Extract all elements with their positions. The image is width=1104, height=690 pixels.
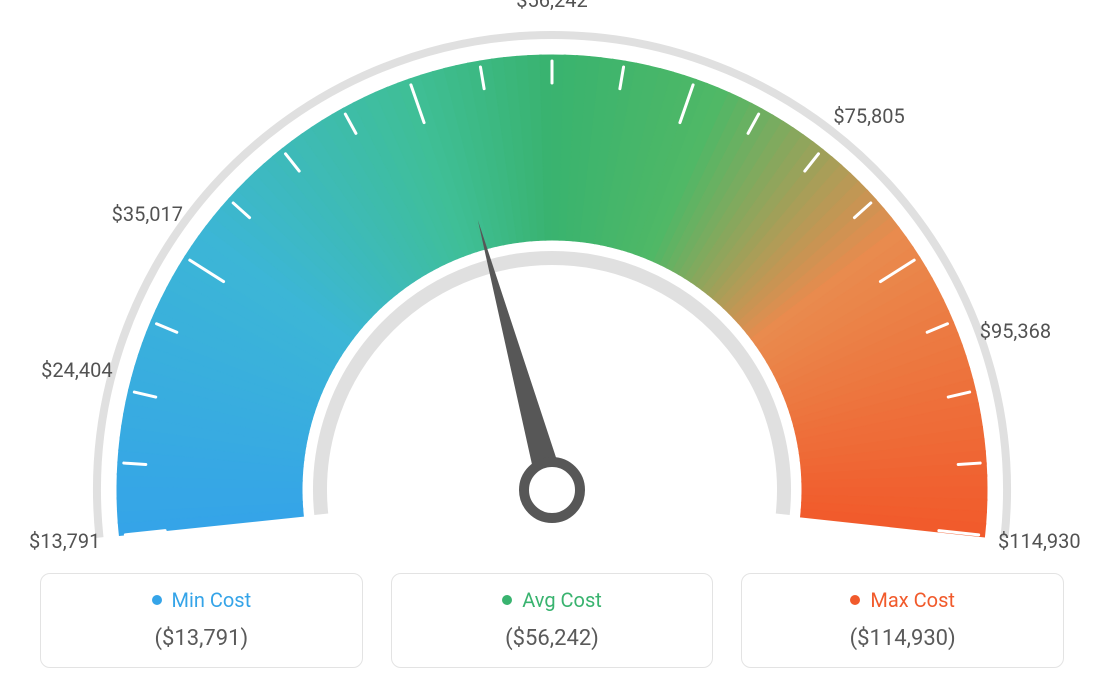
legend-max-header: Max Cost bbox=[850, 588, 955, 612]
legend-avg-header: Avg Cost bbox=[502, 588, 602, 612]
gauge-needle-hub bbox=[524, 462, 580, 518]
legend-max-title: Max Cost bbox=[870, 588, 955, 612]
gauge-scale-label: $75,805 bbox=[833, 104, 904, 128]
legend-avg-title: Avg Cost bbox=[522, 588, 602, 612]
gauge-scale-label: $35,017 bbox=[112, 202, 183, 226]
legend-max-dot bbox=[850, 595, 860, 605]
legend-min-dot bbox=[152, 595, 162, 605]
legend-card-min: Min Cost ($13,791) bbox=[40, 573, 363, 668]
legend-card-avg: Avg Cost ($56,242) bbox=[391, 573, 714, 668]
legend-min-title: Min Cost bbox=[172, 588, 252, 612]
cost-gauge-chart: $13,791 $24,404 $35,017 $56,242 $75,805 $95,3… bbox=[0, 0, 1104, 690]
gauge-scale-label: $24,404 bbox=[41, 358, 112, 382]
gauge-scale-label: $114,930 bbox=[998, 529, 1081, 553]
legend-avg-value: ($56,242) bbox=[402, 626, 703, 651]
gauge-scale-label: $56,242 bbox=[516, 0, 587, 12]
gauge-scale-label: $13,791 bbox=[29, 529, 100, 553]
gauge-svg bbox=[0, 0, 1104, 560]
legend-row: Min Cost ($13,791) Avg Cost ($56,242) Ma… bbox=[40, 573, 1064, 668]
legend-avg-dot bbox=[502, 595, 512, 605]
legend-min-header: Min Cost bbox=[152, 588, 252, 612]
legend-min-value: ($13,791) bbox=[51, 626, 352, 651]
gauge-area: $13,791 $24,404 $35,017 $56,242 $75,805 $95,3… bbox=[0, 0, 1104, 560]
legend-card-max: Max Cost ($114,930) bbox=[741, 573, 1064, 668]
gauge-scale-label: $95,368 bbox=[980, 319, 1051, 343]
legend-max-value: ($114,930) bbox=[752, 626, 1053, 651]
